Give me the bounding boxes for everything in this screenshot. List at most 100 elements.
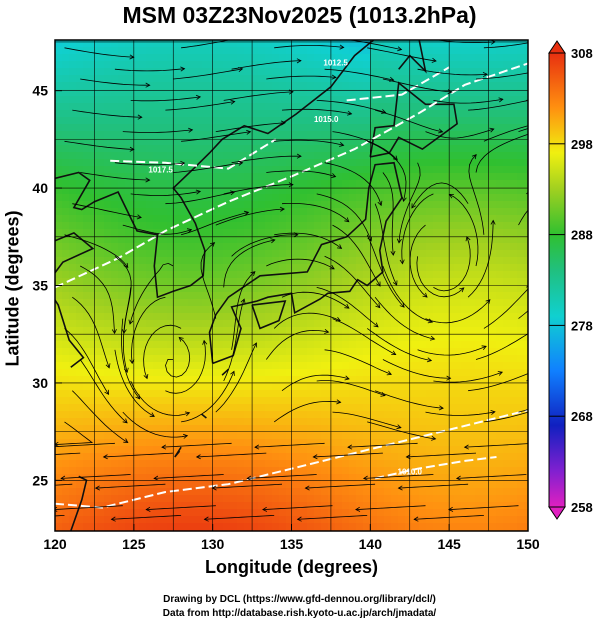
streamline-arrow [549, 37, 553, 41]
y-tick-35: 35 [32, 278, 48, 294]
streamline [332, 318, 396, 355]
contour-labels: 1012.5 1015.0 1017.5 1010.0 [148, 58, 422, 476]
streamline-arrow [324, 328, 330, 334]
contour-label-1: 1015.0 [314, 115, 339, 124]
streamline-arrow [123, 262, 129, 269]
streamline-arrow [3, 486, 7, 490]
streamline-arrow [431, 435, 437, 441]
streamline-arrow [344, 303, 350, 309]
coastline-0 [55, 40, 375, 299]
streamline [215, 342, 257, 413]
streamline [130, 380, 190, 416]
streamline-arrow [531, 370, 535, 374]
streamline-arrow [587, 164, 591, 168]
streamline-arrow [240, 298, 246, 304]
streamline-arrow [252, 342, 258, 348]
streamline [131, 296, 166, 364]
streamline-arrow [60, 475, 66, 481]
streamline [374, 390, 444, 409]
colorbar [548, 40, 566, 520]
streamline-arrow [497, 371, 503, 376]
streamline-arrow [490, 410, 496, 415]
streamline [382, 359, 451, 379]
streamline [196, 452, 267, 458]
streamline-arrow [281, 25, 285, 29]
streamline [200, 242, 217, 319]
streamline-arrow [396, 424, 402, 430]
y-tick-labels: 25 30 35 40 45 [32, 83, 62, 488]
streamline-arrow [401, 196, 407, 203]
streamline-arrow [280, 120, 286, 126]
streamline [254, 442, 325, 448]
coastline-7 [174, 446, 182, 458]
streamline [111, 515, 182, 520]
streamline-arrow [123, 438, 129, 443]
streamline-arrow [390, 250, 396, 256]
streamline [449, 194, 479, 267]
streamline [406, 452, 477, 458]
streamline [483, 411, 528, 423]
streamline-arrow [392, 280, 398, 286]
streamline [274, 139, 344, 146]
streamline [324, 162, 382, 206]
streamline-arrow [399, 259, 405, 265]
streamline [80, 265, 115, 334]
streamline-arrow [572, 181, 576, 185]
x-tick-130: 130 [201, 536, 225, 552]
streamline [363, 474, 434, 479]
streamline-arrow [104, 389, 110, 396]
streamline [366, 234, 405, 308]
x-tick-labels: 120 125 130 135 140 145 150 [43, 524, 540, 552]
streamline-arrow [339, 142, 345, 147]
streamline [55, 421, 94, 445]
streamline-arrow [246, 475, 252, 481]
streamline [448, 505, 519, 510]
streamline-arrow [392, 155, 398, 161]
streamline [425, 128, 494, 139]
streamline-arrow [583, 114, 587, 118]
streamline-arrow [123, 367, 129, 374]
streamline [281, 203, 350, 223]
streamline-arrow [533, 97, 537, 101]
streamline [215, 208, 285, 226]
x-axis-label: Longitude (degrees) [204, 557, 378, 577]
streamline [464, 443, 528, 448]
streamline-arrow [431, 57, 437, 63]
streamline-arrow [575, 278, 580, 282]
streamline [114, 68, 185, 72]
streamline [355, 505, 426, 510]
coastline-2 [70, 475, 88, 531]
streamline [121, 318, 140, 400]
streamline [475, 133, 528, 173]
streamline [247, 474, 317, 479]
streamline [143, 324, 182, 379]
streamline [122, 129, 193, 133]
chart-title: MSM 03Z23Nov2025 (1013.2hPa) [122, 2, 477, 28]
streamline-arrow [304, 485, 310, 491]
colorbar-tick-labels: 258 268 278 288 298 308 [549, 46, 593, 515]
streamline [129, 262, 174, 325]
streamline [122, 224, 192, 235]
streamline-arrow [429, 335, 436, 341]
streamline-arrow [367, 236, 373, 242]
streamline [273, 400, 341, 423]
streamline [223, 184, 293, 195]
streamline-arrow [195, 189, 202, 195]
streamline-arrow [592, 220, 596, 224]
y-axis-label: Latitude (degrees) [2, 210, 23, 367]
streamline [367, 140, 407, 202]
streamline [324, 349, 392, 375]
streamline [130, 191, 201, 196]
coastline-5 [369, 81, 458, 158]
streamline [103, 452, 174, 458]
streamline-arrow [195, 454, 201, 460]
colorbar-tick-258: 258 [571, 500, 593, 515]
streamline [223, 298, 245, 382]
colorbar-tick-288: 288 [571, 228, 593, 243]
streamline-arrow [180, 66, 186, 72]
streamline [316, 193, 372, 242]
streamline [347, 442, 418, 448]
streamline [231, 60, 301, 70]
streamline-arrow [45, 445, 49, 449]
streamline-arrow [153, 475, 159, 481]
